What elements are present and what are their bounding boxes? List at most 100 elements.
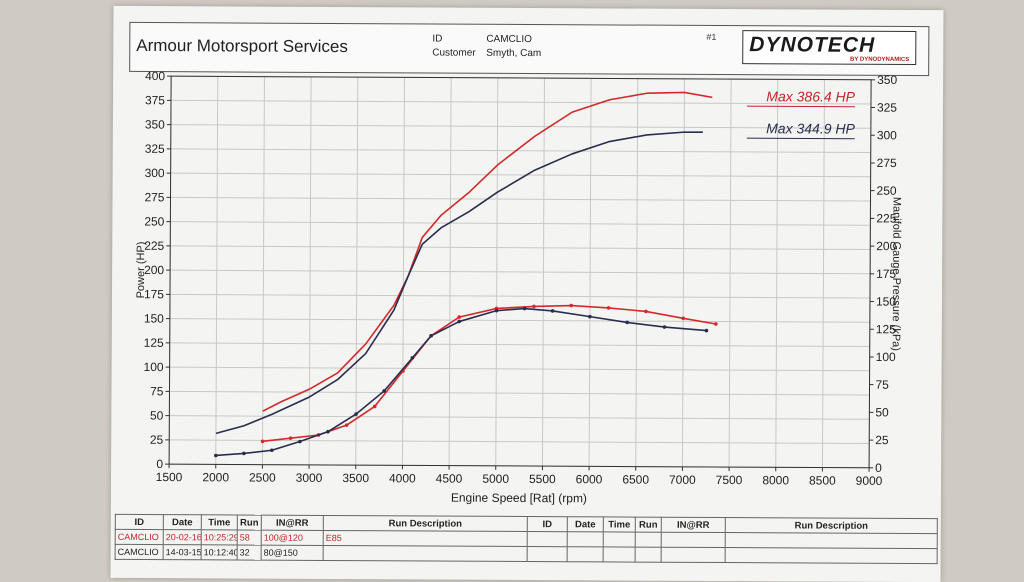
y-gridline [169,391,869,395]
data-point [551,309,555,313]
y-axis-label: Power (HP) [135,242,147,299]
row-id: CAMCLIO [115,529,163,544]
data-point [457,320,461,324]
x-tick-label: 8500 [809,473,836,487]
row-run: 58 [237,530,261,545]
data-point [354,412,358,416]
x-tick-label: 6500 [622,473,649,487]
y2-tick-label: 275 [877,156,897,170]
dyno-sheet: Armour Motorsport Services ID CAMCLIO Cu… [111,6,944,582]
x-tick-label: 4500 [436,472,463,486]
y-tick-label: 250 [144,214,164,228]
y2-tick-label: 0 [875,461,882,475]
row-in-rr: 100@120 [261,530,323,545]
y-gridline [170,222,870,226]
y-gridline [171,149,871,153]
data-point [326,430,330,434]
data-point [373,405,377,409]
header-date-2: Date [567,517,603,532]
y-tick-label: 400 [145,69,165,83]
row-date: 14-03-15 [163,545,201,560]
series-line-power-run-58 [263,90,713,413]
data-point [242,452,246,456]
y-gridline [170,319,870,323]
x-tick-label: 5500 [529,472,556,486]
y-gridline [170,294,870,298]
data-point [663,325,667,329]
header-in-rr: IN@RR [261,515,323,530]
y2-tick-label: 300 [877,128,897,142]
header-run-description: Run Description [323,515,527,531]
data-point [569,304,573,308]
y-tick-label: 325 [145,142,165,156]
table-row: CAMCLIO 14-03-15 10:12:40 32 80@150 [115,544,937,563]
data-point [523,307,527,311]
x-tick-label: 7500 [716,473,743,487]
y-tick-label: 0 [156,457,163,471]
y-gridline [171,197,871,201]
x-tick-label: 5000 [482,472,509,486]
row-description: E85 [323,530,527,546]
data-point [705,329,709,333]
y-gridline [170,270,870,274]
x-tick-label: 9000 [856,474,883,488]
x-tick-label: 1500 [156,470,183,484]
x-tick-label: 8000 [762,473,789,487]
header-run-2: Run [635,517,661,532]
header-id: ID [115,514,163,529]
x-tick-label: 7000 [669,473,696,487]
data-point [429,334,433,338]
row-date: 20-02-16 [163,530,201,545]
y-gridline [171,173,871,177]
data-point [495,309,499,313]
y2-tick-label: 50 [875,405,889,419]
row-time: 10:12:40 [201,545,237,560]
y-tick-label: 350 [145,117,165,131]
data-point [411,356,415,360]
header-run: Run [237,515,261,530]
y-tick-label: 100 [144,360,164,374]
y-tick-label: 125 [144,336,164,350]
data-point [607,306,611,310]
row-run: 32 [237,545,261,560]
data-point [714,322,718,326]
y2-tick-label: 75 [875,378,889,392]
y-gridline [170,367,870,371]
max-label-dark-underline [747,138,855,139]
x-tick-label: 4000 [389,471,416,485]
header-date: Date [163,515,201,530]
x-tick-label: 3000 [296,471,323,485]
y-gridline [169,416,869,420]
row-id: CAMCLIO [115,544,163,559]
data-point [681,316,685,320]
y2-tick-label: 100 [876,350,896,364]
y-tick-label: 50 [150,409,164,423]
y-tick-label: 275 [144,190,164,204]
data-point [382,389,386,393]
y-gridline [170,343,870,347]
run-table: ID Date Time Run IN@RR Run Description I… [115,514,938,564]
x-axis-label: Engine Speed [Rat] (rpm) [451,491,587,506]
header-time-2: Time [603,517,635,532]
chart-series [214,90,719,460]
header-id-2: ID [527,517,567,532]
data-point [345,423,349,427]
data-point [644,310,648,314]
data-point [457,315,461,319]
row-in-rr: 80@150 [261,545,323,560]
data-point [289,436,293,440]
y-gridline [170,246,870,250]
y2-tick-label: 325 [877,101,897,115]
x-tick-label: 6000 [576,472,603,486]
max-label-dark: Max 344.9 HP [766,120,855,136]
y2-axis-label: Manifold Gauge Pressure (kPa) [890,197,903,351]
y2-tick-label: 25 [875,433,889,447]
x-tick-label: 2500 [249,471,276,485]
series-line-boost-run-32 [216,307,707,458]
row-time: 10:25:29 [201,530,237,545]
max-label-red-underline [747,106,855,107]
data-point [588,315,592,319]
x-tick-label: 3500 [342,471,369,485]
y2-tick-label: 250 [877,184,897,198]
